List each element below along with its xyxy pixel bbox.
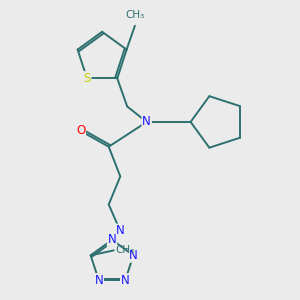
Text: N: N (108, 233, 116, 246)
Text: N: N (116, 224, 125, 237)
Text: N: N (142, 116, 151, 128)
Text: CH₃: CH₃ (116, 245, 135, 255)
Text: CH₃: CH₃ (125, 10, 145, 20)
Text: N: N (129, 249, 138, 262)
Text: N: N (94, 274, 103, 287)
Text: S: S (83, 72, 91, 85)
Text: N: N (121, 274, 130, 287)
Text: O: O (76, 124, 85, 137)
